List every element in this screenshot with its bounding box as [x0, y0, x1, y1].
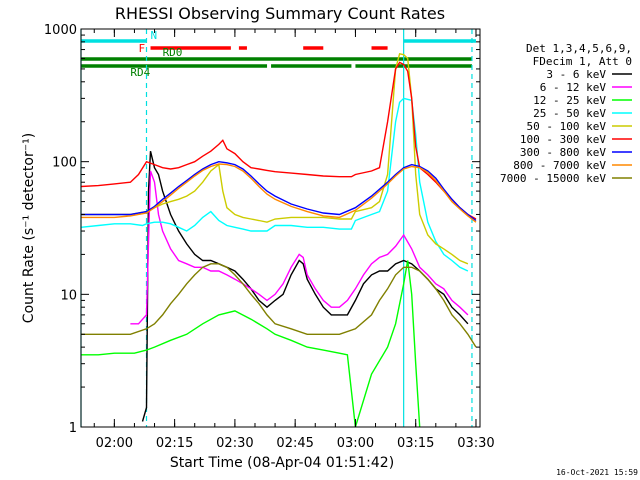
x-tick-label: 03:15 — [397, 436, 434, 451]
legend-entry-label: 6 - 12 keV — [540, 81, 607, 94]
y-tick-label: 1 — [69, 421, 77, 436]
y-tick-label: 10 — [60, 288, 77, 303]
legend-header: FDecim 1, Att 0 — [533, 55, 632, 68]
chart-title: RHESSI Observing Summary Count Rates — [115, 4, 445, 23]
legend-entry-label: 3 - 6 keV — [546, 68, 606, 81]
legend-entry-label: 12 - 25 keV — [533, 94, 606, 107]
x-tick-label: 02:30 — [216, 436, 253, 451]
series-line — [81, 163, 477, 223]
series-lines — [81, 52, 477, 427]
legend-entry-label: 7000 - 15000 keV — [500, 172, 606, 185]
x-axis-label: Start Time (08-Apr-04 01:51:42) — [170, 455, 394, 471]
vertical-markers — [80, 29, 473, 427]
plot-frame — [80, 28, 481, 428]
legend-entry-label: 25 - 50 keV — [533, 107, 606, 120]
y-axis-ticks: 1 10 100 1000 — [44, 23, 480, 436]
series-line — [81, 263, 477, 348]
x-tick-label: 03:00 — [337, 436, 374, 451]
series-line — [81, 61, 477, 220]
legend: Det 1,3,4,5,6,9,FDecim 1, Att 03 - 6 keV… — [500, 42, 632, 185]
series-line — [81, 160, 477, 222]
series-line — [81, 260, 421, 427]
legend-entry-label: 300 - 800 keV — [520, 146, 606, 159]
series-line — [130, 170, 469, 325]
series-line — [141, 151, 469, 422]
y-tick-label: 100 — [52, 156, 77, 171]
legend-entry-label: 800 - 7000 keV — [513, 159, 606, 172]
x-tick-label: 02:15 — [156, 436, 193, 451]
flag-label-rd4: RD4 — [130, 66, 150, 79]
legend-entry-label: 50 - 100 keV — [527, 120, 607, 133]
series-line — [81, 97, 469, 272]
flag-label-f: F — [138, 42, 145, 55]
timestamp: 16-Oct-2021 15:59 — [556, 468, 638, 477]
y-tick-label: 1000 — [44, 23, 77, 38]
legend-entry-label: 100 - 300 keV — [520, 133, 606, 146]
legend-header: Det 1,3,4,5,6,9, — [526, 42, 632, 55]
y-axis-label: Count Rate (s⁻¹ detector⁻¹) — [21, 133, 37, 323]
flag-label-n: N — [151, 29, 158, 42]
x-axis-ticks: 02:00 02:15 02:30 02:45 03:00 03:15 03:30 — [93, 29, 495, 451]
x-tick-label: 02:45 — [276, 436, 313, 451]
x-tick-label: 02:00 — [96, 436, 133, 451]
x-tick-label: 03:30 — [457, 436, 494, 451]
flag-bars: FN RD0 RD4 — [81, 29, 476, 79]
series-line — [81, 52, 469, 265]
flag-label-rd0: RD0 — [163, 46, 183, 59]
